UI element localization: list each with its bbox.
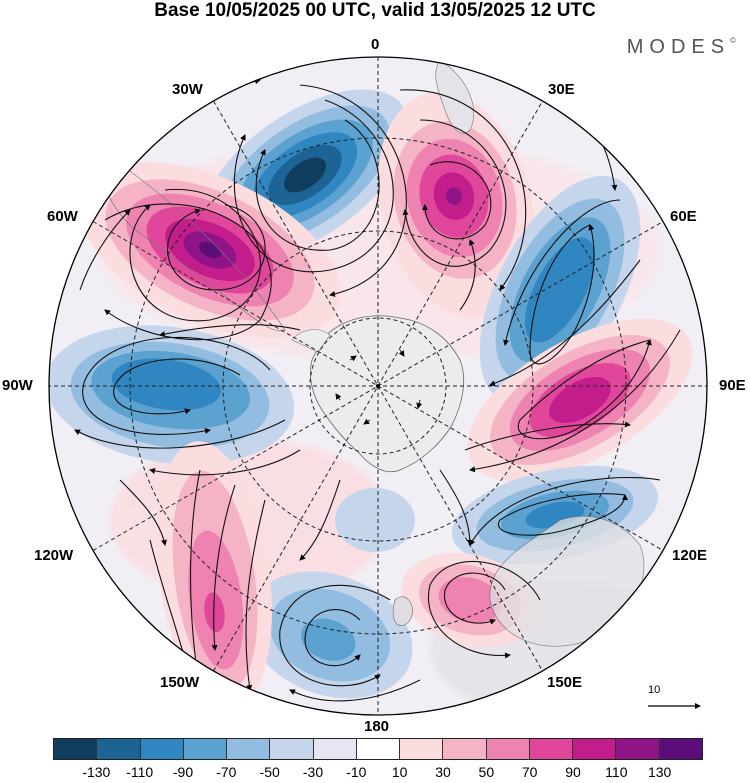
anomaly-high-90e — [467, 318, 693, 482]
south-america-coastline — [98, 149, 286, 332]
colorbar-tick-label: 130 — [647, 764, 672, 780]
lon-label-90e: 90E — [719, 377, 746, 394]
anomaly-high-30e — [377, 92, 535, 318]
lon-label-120e: 120E — [672, 547, 708, 564]
colorbar-tick-label: -10 — [346, 764, 367, 780]
colorbar-labels: -130 -110 -90 -70 -50 -30 -10 10 30 50 70 90 110 130 — [0, 764, 750, 782]
colorbar-tick-label: -110 — [126, 764, 154, 780]
anomaly-low-60e — [479, 175, 641, 405]
colorbar-swatch — [573, 739, 617, 759]
lon-label-30w: 30W — [172, 81, 203, 98]
wind-streamlines — [74, 78, 681, 702]
colorbar-tick-label: 50 — [478, 764, 495, 780]
colorbar-swatch — [54, 739, 98, 759]
colorbar-tick-label: -70 — [216, 764, 237, 780]
brand-text: MODES — [626, 36, 731, 58]
lon-label-60w: 60W — [47, 208, 78, 225]
lon-label-150e: 150E — [547, 674, 583, 691]
lon-label-0: 0 — [371, 36, 380, 53]
colorbar-swatch — [529, 739, 574, 759]
colorbar-tick-label: 70 — [521, 764, 538, 780]
antarctica-landmass — [310, 315, 465, 473]
lon-label-90w: 90W — [2, 377, 33, 394]
map-title: Base 10/05/2025 00 UTC, valid 13/05/2025… — [154, 0, 596, 21]
map-border — [48, 56, 708, 716]
colorbar-swatch — [400, 739, 444, 759]
south-pole-marker — [376, 384, 380, 388]
colorbar-swatch — [659, 739, 702, 759]
modes-logo: MODES© — [627, 36, 736, 59]
antarctic-peninsula — [291, 329, 331, 353]
colorbar-swatch — [97, 739, 141, 759]
anomaly-low-small-180 — [335, 488, 415, 552]
colorbar-tick-label: -30 — [302, 764, 324, 780]
anomaly-low-90w — [49, 325, 295, 465]
lon-label-150w: 150W — [160, 674, 200, 691]
colorbar-tick-label: -50 — [259, 764, 280, 780]
africa-landmass — [435, 59, 474, 134]
colorbar-swatch — [616, 739, 660, 759]
colorbar-tick-label: 90 — [565, 764, 581, 780]
colorbar-swatch — [227, 739, 271, 759]
colorbar-tick-label: 30 — [435, 764, 451, 780]
copyright-mark: © — [730, 36, 736, 45]
colorbar-tick-label: -90 — [172, 764, 194, 780]
colorbar-swatch — [356, 739, 401, 759]
colorbar-swatch — [183, 739, 228, 759]
colorbar-swatch — [443, 739, 487, 759]
colorbar-swatch — [140, 739, 184, 759]
lon-label-60e: 60E — [670, 208, 697, 225]
reference-vector-label: 10 — [648, 684, 661, 696]
new-zealand-landmass — [392, 596, 413, 626]
colorbar — [53, 738, 703, 760]
anomaly-field — [49, 57, 707, 715]
colorbar-tick-label: 110 — [605, 764, 628, 780]
colorbar-swatch — [313, 739, 357, 759]
lon-label-120w: 120W — [34, 547, 74, 564]
colorbar-swatch — [486, 739, 530, 759]
colorbar-swatch — [270, 739, 314, 759]
polar-arrows — [335, 349, 423, 425]
colorbar-tick-label: 10 — [391, 764, 408, 780]
lon-label-30e: 30E — [548, 81, 575, 98]
colorbar-tick-label: -130 — [82, 764, 111, 780]
lon-label-180: 180 — [364, 718, 390, 735]
